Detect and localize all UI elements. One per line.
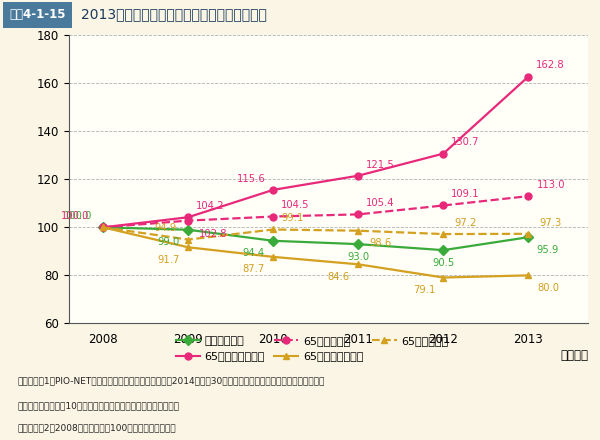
Text: （各年10月１日現在のデータ）より消費者庁作成。: （各年10月１日現在のデータ）より消費者庁作成。 (18, 401, 180, 410)
Text: 113.0: 113.0 (536, 180, 565, 190)
Text: 115.6: 115.6 (236, 174, 265, 184)
Text: 2013年度の高齢者の消費生活相談は更に増加: 2013年度の高齢者の消費生活相談は更に増加 (81, 7, 267, 22)
Text: 94.9: 94.9 (155, 224, 177, 234)
Text: （年度）: （年度） (560, 349, 588, 362)
Text: 90.5: 90.5 (432, 258, 454, 268)
Text: 91.7: 91.7 (157, 255, 180, 265)
Text: 104.2: 104.2 (196, 201, 224, 211)
FancyBboxPatch shape (3, 2, 72, 28)
Text: 94.4: 94.4 (242, 248, 265, 258)
Text: 100.0: 100.0 (61, 211, 89, 221)
Text: 99.0: 99.0 (158, 237, 180, 247)
Text: 109.1: 109.1 (451, 189, 480, 199)
Text: 105.4: 105.4 (366, 198, 395, 208)
Text: 97.2: 97.2 (454, 218, 477, 228)
Text: 93.0: 93.0 (347, 252, 370, 262)
Text: 84.6: 84.6 (328, 272, 350, 282)
Text: 162.8: 162.8 (536, 60, 565, 70)
Text: 104.5: 104.5 (281, 200, 310, 210)
Text: 図表4-1-15: 図表4-1-15 (10, 8, 66, 21)
Text: 98.6: 98.6 (370, 238, 392, 248)
Text: 87.7: 87.7 (242, 264, 265, 275)
Text: 99.1: 99.1 (281, 213, 304, 224)
Legend: 相談件数全体, 65歳以上相談件数, 65歳以上人口, 65歳未満相談件数, 65歳未満人口: 相談件数全体, 65歳以上相談件数, 65歳以上人口, 65歳未満相談件数, 6… (173, 333, 451, 365)
Text: 100.0: 100.0 (64, 211, 92, 221)
Text: 97.3: 97.3 (539, 218, 562, 228)
Text: 2．2008年度（年）＝100としたときの指数。: 2．2008年度（年）＝100としたときの指数。 (18, 424, 176, 433)
Text: 95.9: 95.9 (536, 245, 559, 255)
Text: 130.7: 130.7 (451, 137, 480, 147)
Text: 80.0: 80.0 (537, 283, 559, 293)
Text: 79.1: 79.1 (413, 285, 435, 295)
Text: 102.8: 102.8 (199, 230, 227, 239)
Text: 121.5: 121.5 (366, 160, 395, 169)
Text: （備考）　1．PIO-NETに登録された消費生活相談情報（2014年４月30日までの登録分）及び総務省「人口推計」: （備考） 1．PIO-NETに登録された消費生活相談情報（2014年４月30日ま… (18, 376, 325, 385)
